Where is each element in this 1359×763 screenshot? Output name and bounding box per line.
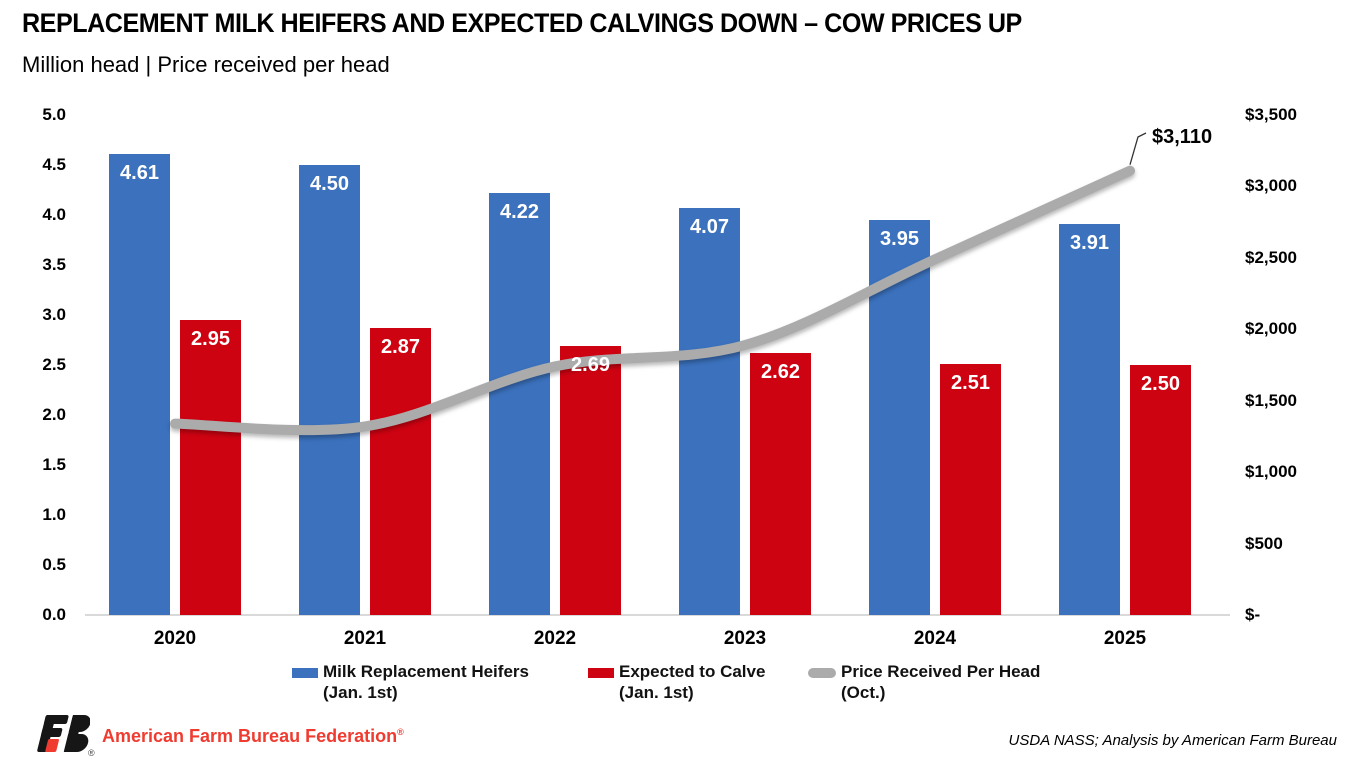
bar-value-label: 2.95 (191, 328, 230, 350)
page-subtitle: Million head | Price received per head (22, 52, 390, 77)
right-axis-tick: $2,000 (1245, 319, 1297, 339)
legend-swatch-line_gray (808, 668, 836, 678)
bar-value-label: 2.62 (761, 361, 800, 383)
left-axis-tick: 4.5 (42, 155, 66, 174)
legend-item-red: Expected to Calve (Jan. 1st) (588, 661, 765, 703)
right-axis-tick: $3,000 (1245, 176, 1297, 196)
x-axis-label-2020: 2020 (153, 628, 197, 649)
right-axis-tick: $1,000 (1245, 462, 1297, 482)
legend-label: Milk Replacement Heifers (Jan. 1st) (323, 661, 529, 703)
bar-blue-2023 (679, 208, 740, 615)
bar-blue-2024 (869, 220, 930, 615)
legend-item-line_gray: Price Received Per Head (Oct.) (808, 661, 1040, 703)
left-axis-tick: 2.5 (42, 355, 66, 374)
bar-red-2022 (560, 346, 621, 615)
bar-blue-2020 (109, 154, 170, 615)
bar-value-label: 2.50 (1141, 373, 1180, 395)
bar-value-label: 4.22 (500, 201, 539, 223)
page-title: REPLACEMENT MILK HEIFERS AND EXPECTED CA… (22, 8, 1022, 38)
bar-red-2024 (940, 364, 1001, 615)
left-axis-tick: 1.5 (42, 455, 66, 474)
x-axis-label-2024: 2024 (913, 628, 957, 649)
bar-blue-2021 (299, 165, 360, 615)
price-annotation: $3,110 (1152, 126, 1213, 148)
bar-value-label: 2.87 (381, 336, 420, 358)
x-axis-label-2022: 2022 (533, 628, 577, 649)
source-attribution: USDA NASS; Analysis by American Farm Bur… (1008, 732, 1337, 749)
left-axis-tick: 4.0 (42, 205, 66, 224)
legend-label-line1: Expected to Calve (619, 662, 766, 681)
bar-value-label: 4.61 (120, 162, 159, 184)
legend-label-line2: (Jan. 1st) (619, 683, 694, 702)
legend-swatch-blue (292, 668, 318, 678)
afbf-logo-icon (37, 715, 90, 752)
legend-label-line1: Milk Replacement Heifers (323, 662, 529, 681)
bar-red-2023 (750, 353, 811, 615)
legend-label: Expected to Calve (Jan. 1st) (619, 661, 765, 703)
right-axis-tick: $1,500 (1245, 390, 1297, 410)
left-axis-tick: 3.0 (42, 305, 66, 324)
bar-value-label: 3.91 (1070, 232, 1109, 254)
brand-name: American Farm Bureau Federation® (102, 726, 404, 747)
logo-registered-mark: ® (88, 748, 95, 758)
right-axis-tick: $500 (1245, 533, 1283, 553)
legend-label-line2: (Jan. 1st) (323, 683, 398, 702)
left-axis-tick: 0.5 (42, 555, 66, 574)
right-axis-tick: $2,500 (1245, 247, 1297, 267)
legend-item-blue: Milk Replacement Heifers (Jan. 1st) (292, 661, 529, 703)
x-axis-line (85, 614, 1230, 616)
legend-label-line2: (Oct.) (841, 683, 886, 702)
left-axis-tick: 0.0 (42, 605, 66, 624)
brand-text: American Farm Bureau Federation (102, 726, 398, 746)
left-axis-tick: 2.0 (42, 405, 66, 424)
left-axis-tick: 3.5 (42, 255, 66, 274)
right-axis-tick: $- (1245, 605, 1261, 624)
x-axis-label-2021: 2021 (343, 628, 387, 649)
bar-value-label: 4.50 (310, 173, 349, 195)
bar-red-2025 (1130, 365, 1191, 615)
x-axis-label-2023: 2023 (723, 628, 767, 649)
annotation-callout-line (1129, 132, 1147, 165)
bar-red-2020 (180, 320, 241, 615)
bar-value-label: 2.51 (951, 372, 990, 394)
bar-blue-2025 (1059, 224, 1120, 615)
right-axis-tick: $3,500 (1245, 105, 1297, 124)
bar-red-2021 (370, 328, 431, 615)
left-axis-tick: 5.0 (42, 105, 66, 124)
left-axis-tick: 1.0 (42, 505, 66, 524)
legend-label-line1: Price Received Per Head (841, 662, 1041, 681)
legend-swatch-red (588, 668, 614, 678)
bar-value-label: 4.07 (690, 216, 729, 238)
bar-value-label: 3.95 (880, 228, 919, 250)
brand-registered-mark: ® (397, 727, 404, 737)
bar-value-label: 2.69 (571, 354, 610, 376)
legend-label: Price Received Per Head (Oct.) (841, 661, 1040, 703)
x-axis-label-2025: 2025 (1103, 628, 1147, 649)
bar-blue-2022 (489, 193, 550, 615)
